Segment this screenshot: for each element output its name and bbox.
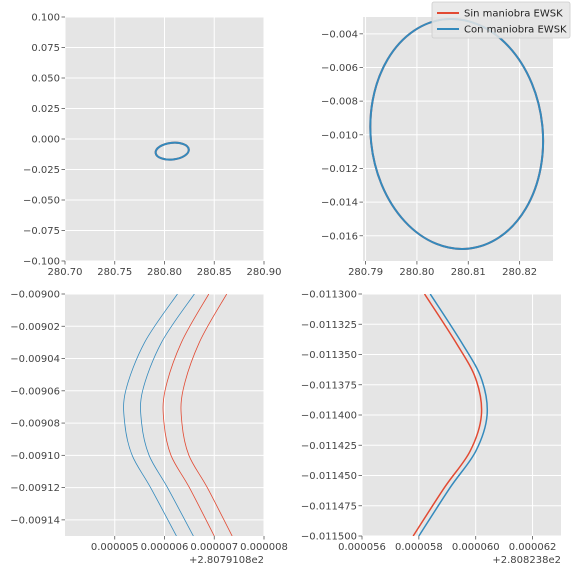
x-offset-label: +2.8079108e2 [189,555,264,566]
y-tick-label: −0.00900 [10,290,60,301]
y-tick-label: 0.100 [31,13,60,24]
x-tick-label: 280.79 [348,267,383,278]
x-tick-label: 0.000005 [91,542,139,553]
series-line [123,294,178,536]
legend-label-con: Con maniobra EWSK [464,25,567,36]
y-tick-label: −0.014 [321,198,358,209]
x-tick-label: 0.000007 [190,542,238,553]
x-tick-label: 0.000062 [509,542,557,553]
x-tick-label: 280.70 [48,267,83,278]
x-tick-label: 280.85 [197,267,232,278]
y-tick-label: 0.075 [31,43,60,54]
y-tick-label: −0.00908 [10,419,60,430]
x-offset-label: +2.808238e2 [492,555,561,566]
y-tick-label: −0.00910 [10,451,60,462]
panel-bottom-left: 0.000005 0.000006 0.000007 0.000008 −0.00914… [10,290,288,567]
x-tick-label: 280.80 [399,267,434,278]
y-tick-label: −0.00906 [10,386,60,397]
y-tick-label: −0.025 [23,165,60,176]
y-tick-label: −0.011350 [301,350,357,361]
series-line [180,294,233,536]
panel-bottom-right: 0.000056 0.000058 0.000060 0.000062 −0.01150… [301,290,561,566]
y-tick-label: −0.050 [23,196,60,207]
series-line [418,294,489,536]
x-tick-label: 0.000060 [452,542,500,553]
y-tick-label: −0.010 [321,130,358,141]
x-tick-label: 280.90 [247,267,282,278]
panel-top-right: 280.79 280.80 280.81 280.82 −0.016 −0.014 −0.0… [321,17,553,278]
y-tick-label: −0.011425 [301,441,357,452]
y-tick-label: −0.008 [321,97,358,108]
y-tick-label: 0.050 [31,74,60,85]
y-tick-label: −0.00902 [10,322,60,333]
panel-top-left: 280.70 280.75 280.80 280.85 280.90 −0.100 −0.0… [23,13,282,279]
x-tick-label: 280.81 [451,267,486,278]
x-tick-label: 280.75 [97,267,132,278]
y-tick-label: −0.011475 [301,501,357,512]
y-tick-label: −0.011500 [301,532,357,543]
y-tick-label: 0.000 [31,135,60,146]
y-tick-label: −0.100 [23,257,60,268]
y-tick-label: −0.012 [321,164,358,175]
x-tick-label: 0.000006 [141,542,189,553]
series-orbit [154,141,190,161]
y-tick-label: −0.00912 [10,483,60,494]
y-tick-label: −0.00914 [10,515,60,526]
y-tick-label: −0.011450 [301,471,357,482]
legend-label-sin: Sin maniobra EWSK [464,9,563,20]
series-line [140,294,195,536]
x-tick-label: 280.80 [147,267,182,278]
series-line [412,294,483,536]
x-tick-label: 0.000008 [240,542,288,553]
y-tick-label: −0.011400 [301,411,357,422]
series-line [162,294,215,536]
x-tick-label: 0.000058 [395,542,443,553]
y-tick-label: −0.004 [321,29,358,40]
y-tick-label: −0.016 [321,231,358,242]
y-tick-label: −0.011325 [301,320,357,331]
y-tick-label: −0.006 [321,63,358,74]
y-tick-label: −0.011375 [301,380,357,391]
y-tick-label: −0.00904 [10,354,60,365]
y-tick-label: −0.011300 [301,290,357,301]
legend: Sin maniobra EWSK Con maniobra EWSK [431,1,571,39]
plot-area [363,17,553,261]
y-tick-label: 0.025 [31,104,60,115]
x-tick-label: 280.82 [502,267,537,278]
y-tick-label: −0.075 [23,226,60,237]
x-tick-label: 0.000056 [338,542,386,553]
